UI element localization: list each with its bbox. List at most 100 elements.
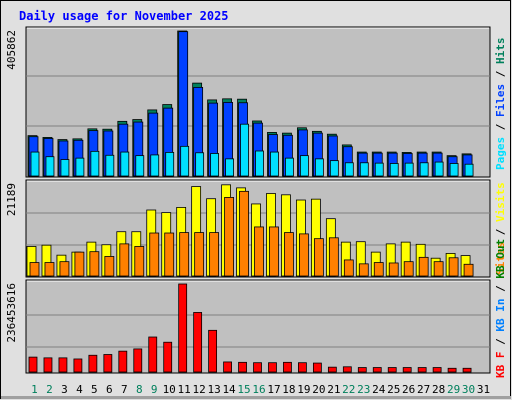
legend-entry: Pages bbox=[494, 137, 507, 170]
pages-bar bbox=[75, 157, 85, 177]
x-tick-label: 28 bbox=[432, 383, 445, 396]
x-tick-label: 11 bbox=[178, 383, 191, 396]
bottom-panel: 236453616 bbox=[5, 279, 491, 374]
x-tick-label: 16 bbox=[252, 383, 265, 396]
pages-bar bbox=[255, 150, 264, 177]
x-tick-label: 8 bbox=[136, 383, 143, 396]
x-tick-label: 17 bbox=[267, 383, 280, 396]
kbf-bar bbox=[432, 367, 442, 373]
top-legend: Pages / Files / Hits bbox=[494, 38, 507, 171]
kbf-bar bbox=[193, 312, 203, 373]
pages-bar bbox=[314, 158, 324, 177]
sites-bar bbox=[343, 259, 354, 277]
bottom-panel-background bbox=[25, 279, 491, 374]
legend-entry: KB Out bbox=[494, 239, 507, 279]
x-tick-label: 19 bbox=[297, 383, 310, 396]
chart-title: Daily usage for November 2025 bbox=[19, 9, 229, 23]
x-tick-label: 21 bbox=[327, 383, 340, 396]
kbf-bar bbox=[327, 366, 337, 373]
kbf-bar bbox=[447, 367, 457, 373]
middle-ymax-label: 21189 bbox=[5, 183, 18, 216]
bottom-ymax-label: 236453616 bbox=[5, 283, 18, 343]
sites-bar bbox=[418, 256, 429, 277]
kbf-bar bbox=[163, 341, 173, 373]
x-tick-label: 20 bbox=[312, 383, 325, 396]
legend-entry: Sites bbox=[494, 242, 507, 275]
sites-bar bbox=[239, 190, 249, 277]
x-tick-label: 6 bbox=[106, 383, 113, 396]
top-panel: 405862 bbox=[5, 26, 491, 178]
kbf-bar bbox=[43, 357, 53, 373]
kbf-bar bbox=[118, 350, 128, 373]
pages-bar bbox=[90, 150, 100, 177]
legend-entry: / bbox=[494, 222, 507, 242]
legend-entry: Files bbox=[494, 84, 507, 117]
x-tick-label: 25 bbox=[387, 383, 400, 396]
kbf-bar bbox=[298, 362, 307, 373]
kbf-bar bbox=[283, 361, 292, 373]
kbf-bar bbox=[372, 367, 382, 373]
x-tick-label: 10 bbox=[163, 383, 176, 396]
sites-bar bbox=[328, 237, 339, 277]
pages-bar bbox=[60, 159, 70, 177]
sites-bar bbox=[224, 197, 234, 277]
kbf-bar bbox=[28, 356, 38, 373]
legend-entry: KB In bbox=[494, 299, 507, 332]
pages-bar bbox=[449, 163, 459, 177]
pages-bar bbox=[195, 152, 205, 177]
pages-bar bbox=[300, 155, 309, 177]
pages-bar bbox=[359, 162, 369, 177]
sites-bar bbox=[433, 261, 444, 277]
pages-bar bbox=[464, 163, 474, 177]
legend-entry: Visits bbox=[494, 182, 507, 222]
sites-bar bbox=[313, 238, 324, 277]
sites-bar bbox=[463, 263, 474, 277]
pages-bar bbox=[270, 151, 279, 177]
kbf-bar bbox=[178, 283, 188, 373]
sites-bar bbox=[254, 226, 264, 277]
kbf-bar bbox=[58, 357, 68, 373]
sites-bar bbox=[89, 251, 100, 277]
kbf-bar bbox=[103, 354, 113, 373]
sites-bar bbox=[209, 232, 220, 277]
x-tick-label: 2 bbox=[46, 383, 53, 396]
pages-bar bbox=[225, 158, 234, 177]
pages-bar bbox=[120, 151, 130, 177]
pages-bar bbox=[210, 153, 220, 177]
x-tick-label: 24 bbox=[372, 383, 386, 396]
middle-legend: Sites / Visits bbox=[494, 182, 507, 275]
kbf-bar bbox=[462, 367, 472, 373]
x-tick-label: 5 bbox=[91, 383, 98, 396]
kbf-bar bbox=[73, 358, 83, 373]
sites-bar bbox=[388, 262, 399, 277]
kbf-bar bbox=[357, 367, 367, 373]
kbf-bar bbox=[402, 367, 412, 373]
x-tick-label: 26 bbox=[402, 383, 415, 396]
pages-bar bbox=[45, 156, 55, 177]
kbf-bar bbox=[387, 367, 397, 373]
pages-bar bbox=[30, 151, 40, 177]
kbf-bar bbox=[253, 362, 262, 373]
sites-bar bbox=[104, 256, 115, 277]
pages-bar bbox=[285, 157, 294, 177]
kbf-bar bbox=[88, 354, 98, 373]
sites-bar bbox=[284, 232, 294, 277]
legend-entry: / bbox=[494, 279, 507, 299]
x-tick-label: 30 bbox=[462, 383, 475, 396]
pages-bar bbox=[434, 161, 444, 177]
x-tick-label: 9 bbox=[151, 383, 158, 396]
sites-bar bbox=[299, 233, 309, 277]
pages-bar bbox=[389, 163, 399, 177]
outer-shadow-bottom bbox=[1, 396, 511, 399]
kbf-bar bbox=[223, 361, 232, 373]
x-tick-label: 15 bbox=[237, 383, 250, 396]
pages-bar bbox=[419, 162, 429, 177]
pages-bar bbox=[404, 162, 414, 177]
pages-bar bbox=[165, 152, 175, 177]
x-tick-label: 23 bbox=[357, 383, 370, 396]
x-tick-label: 1 bbox=[31, 383, 38, 396]
legend-entry: / bbox=[494, 117, 507, 137]
sites-bar bbox=[59, 261, 70, 277]
middle-panel: 21189 bbox=[5, 179, 491, 278]
